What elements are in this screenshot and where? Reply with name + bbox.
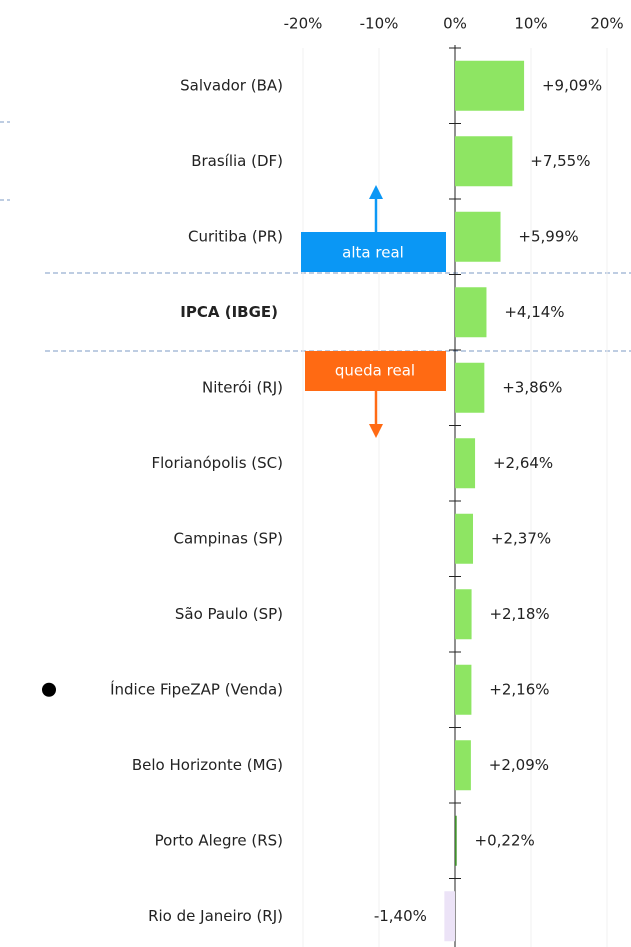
value-label: -1,40% <box>374 907 427 925</box>
value-label: +0,22% <box>475 831 535 849</box>
bar <box>455 362 485 413</box>
arrow-head <box>369 424 383 438</box>
y-tick-label: Curitiba (PR) <box>188 227 283 245</box>
value-label: +3,86% <box>502 378 562 396</box>
annotation-box <box>305 351 446 391</box>
y-tick-label: IPCA (IBGE) <box>180 303 278 321</box>
value-label: +4,14% <box>504 303 564 321</box>
y-tick-label: Niterói (RJ) <box>202 378 283 396</box>
bar <box>455 438 476 489</box>
value-label: +2,09% <box>489 756 549 774</box>
y-tick-label: Porto Alegre (RS) <box>155 831 283 849</box>
value-label: +9,09% <box>542 76 602 94</box>
marker-dot <box>42 682 56 697</box>
value-label: +2,37% <box>491 529 551 547</box>
y-tick-label: Índice FipeZAP (Venda) <box>110 679 283 698</box>
bar <box>455 815 457 866</box>
y-tick-label: São Paulo (SP) <box>175 605 283 623</box>
annotation: alta real <box>342 244 404 262</box>
y-tick-label: Florianópolis (SC) <box>152 454 284 472</box>
x-tick-label: 20% <box>590 15 623 33</box>
y-tick-label: Brasília (DF) <box>191 152 283 170</box>
annotation-box <box>301 232 446 272</box>
bar <box>455 211 501 262</box>
y-tick-label: Campinas (SP) <box>173 529 283 547</box>
bar <box>455 60 525 111</box>
plot: -20% -10% 0% 10% 20% Salvador (BA) +9,09% Brasí… <box>42 15 624 947</box>
value-label: +2,16% <box>489 680 549 698</box>
annotation: queda real <box>335 362 415 380</box>
bar <box>455 589 472 640</box>
y-tick-label: Rio de Janeiro (RJ) <box>148 907 283 925</box>
bar <box>444 891 455 942</box>
x-tick-label: -20% <box>284 15 323 33</box>
value-label: +2,18% <box>489 605 549 623</box>
bar <box>455 136 513 187</box>
y-tick-label: Belo Horizonte (MG) <box>132 756 283 774</box>
bar <box>455 513 474 564</box>
x-tick-label: -10% <box>360 15 399 33</box>
bar <box>455 287 487 338</box>
x-tick-label: 10% <box>514 15 547 33</box>
x-tick-label: 0% <box>443 15 467 33</box>
arrow-head <box>369 185 383 199</box>
value-label: +7,55% <box>530 152 590 170</box>
bar <box>455 664 472 715</box>
value-label: +2,64% <box>493 454 553 472</box>
value-label: +5,99% <box>518 227 578 245</box>
y-tick-label: Salvador (BA) <box>180 76 283 94</box>
bar <box>455 740 471 791</box>
